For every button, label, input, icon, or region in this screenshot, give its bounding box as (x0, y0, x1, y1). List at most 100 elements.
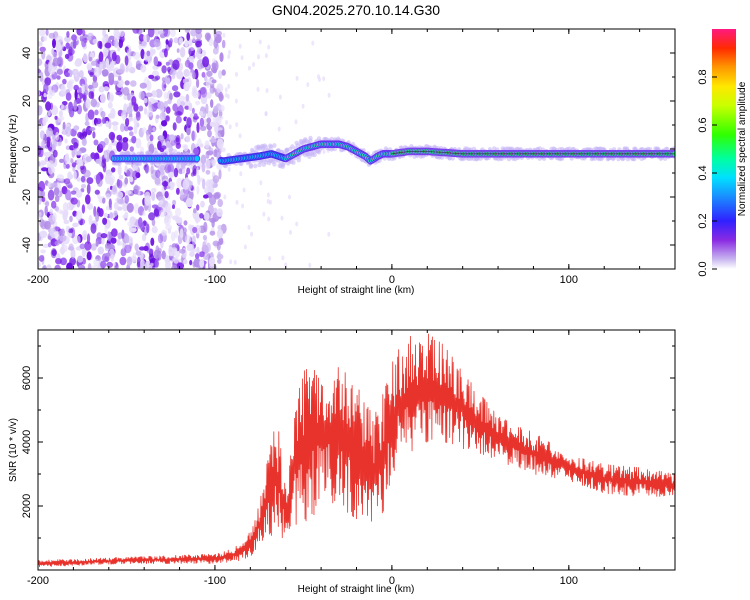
noise-speckle (101, 69, 109, 77)
noise-speckle (196, 122, 200, 134)
noise-speckle (75, 190, 83, 198)
ridge-halo (308, 135, 313, 141)
noise-speckle (109, 212, 114, 219)
noise-speckle (105, 58, 110, 69)
noise-speckle (140, 64, 147, 73)
noise-speckle (110, 108, 116, 119)
noise-speckle (209, 159, 217, 164)
noise-speckle (242, 187, 246, 193)
noise-speckle (220, 147, 226, 153)
noise-speckle (221, 69, 226, 76)
noise-speckle (235, 199, 239, 205)
noise-speckle (112, 262, 116, 267)
noise-speckle (38, 58, 43, 66)
noise-speckle (98, 208, 104, 217)
noise-speckle (52, 51, 58, 58)
noise-speckle (157, 30, 165, 35)
noise-speckle (176, 70, 184, 80)
noise-speckle (153, 38, 161, 48)
noise-speckle (126, 168, 134, 177)
noise-speckle (124, 125, 129, 132)
noise-speckle (196, 247, 200, 254)
noise-speckle (63, 209, 69, 217)
noise-speckle (48, 163, 53, 175)
colorbar-tick-label: 0.0 (697, 261, 709, 276)
noise-speckle (131, 96, 137, 106)
noise-speckle (204, 32, 211, 41)
ridge-halo (291, 160, 296, 165)
noise-speckle (132, 170, 138, 181)
noise-speckle (188, 189, 194, 201)
noise-speckle (179, 47, 186, 58)
noise-speckle (81, 128, 87, 139)
noise-speckle (185, 198, 193, 208)
noise-speckle (54, 240, 60, 246)
noise-speckle (88, 84, 93, 90)
noise-speckle (125, 117, 130, 127)
noise-speckle (184, 105, 190, 110)
noise-speckle (213, 105, 219, 114)
noise-speckle (81, 83, 85, 93)
noise-speckle (327, 231, 331, 237)
noise-speckle (73, 149, 78, 156)
noise-speckle (153, 249, 160, 259)
noise-speckle (149, 134, 154, 142)
noise-speckle (198, 251, 206, 258)
noise-speckle (104, 243, 111, 249)
noise-speckle (192, 34, 196, 43)
noise-speckle (150, 237, 155, 246)
noise-speckle (159, 199, 164, 205)
noise-speckle (152, 127, 156, 132)
noise-speckle (67, 173, 74, 180)
noise-speckle (95, 118, 102, 125)
noise-speckle (204, 140, 210, 149)
noise-speckle (90, 152, 96, 160)
noise-speckle (84, 83, 88, 92)
noise-speckle (161, 65, 167, 74)
noise-speckle (258, 39, 262, 45)
noise-speckle (84, 121, 90, 126)
noise-speckle (176, 216, 183, 226)
noise-speckle (238, 133, 242, 139)
noise-speckle (80, 188, 85, 193)
noise-speckle (294, 119, 298, 125)
noise-speckle (127, 126, 133, 131)
noise-speckle (45, 201, 50, 207)
noise-speckle (132, 51, 141, 60)
noise-speckle (202, 234, 207, 241)
noise-speckle (165, 39, 169, 45)
noise-speckle (95, 240, 99, 247)
noise-speckle (168, 144, 173, 153)
noise-speckle (39, 230, 48, 239)
noise-speckle (99, 141, 106, 149)
noise-speckle (49, 228, 57, 238)
noise-speckle (126, 202, 134, 213)
noise-speckle (203, 194, 209, 199)
noise-speckle (52, 57, 60, 67)
noise-speckle (112, 124, 118, 132)
noise-speckle (100, 93, 106, 104)
noise-speckle (112, 185, 117, 193)
noise-speckle (205, 242, 211, 253)
noise-speckle (171, 85, 179, 92)
noise-speckle (308, 262, 312, 268)
spectrogram-x-ticks: -200 -100 0 100 (27, 29, 676, 286)
colorbar-tick-label: 0.6 (697, 117, 709, 132)
noise-speckle (186, 117, 192, 129)
noise-speckle (73, 84, 79, 91)
noise-speckle (93, 258, 100, 267)
ridge-mid (194, 156, 200, 162)
noise-speckle (41, 167, 48, 172)
noise-speckle (235, 71, 238, 77)
noise-speckle (211, 62, 217, 69)
noise-speckle (58, 110, 64, 118)
noise-speckle (94, 109, 99, 116)
y-tick-label: -20 (21, 189, 33, 205)
noise-speckle (145, 92, 153, 98)
ridge-halo (117, 161, 122, 167)
noise-speckle (86, 177, 94, 185)
x-tick-label: -200 (27, 274, 49, 286)
noise-speckle (171, 264, 178, 269)
noise-speckle (189, 259, 193, 266)
noise-speckle (129, 146, 134, 152)
